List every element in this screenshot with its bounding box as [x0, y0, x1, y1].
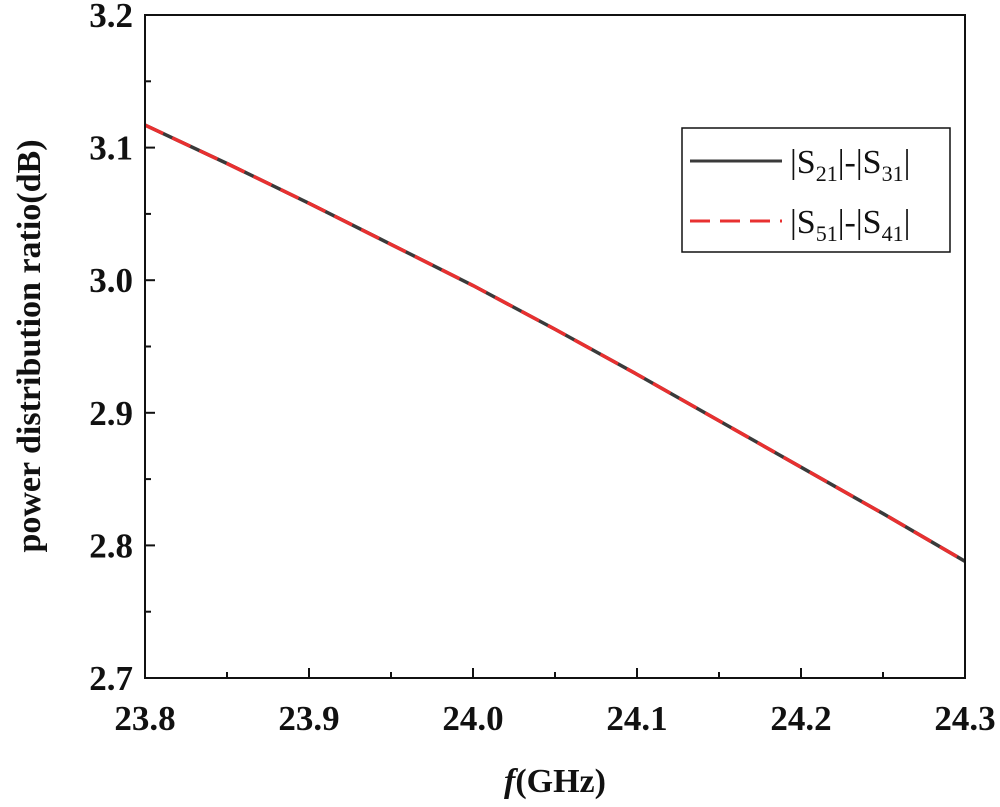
x-axis-ticks: 23.8 23.9 24.0 24.1 24.2 24.3: [114, 668, 996, 738]
y-tick-label: 2.8: [89, 526, 133, 565]
legend: |S21|-|S31| |S51|-|S41|: [681, 127, 951, 253]
x-axis-title-unit: (GHz): [515, 763, 606, 800]
x-tick-label: 24.1: [606, 699, 667, 738]
legend-label-series-1: |S21|-|S31|: [790, 144, 910, 186]
x-axis-title-variable: f: [504, 763, 519, 800]
legend-label-series-2: |S51|-|S41|: [790, 204, 910, 246]
x-tick-label: 24.0: [442, 699, 503, 738]
plot-frame: [144, 14, 966, 679]
legend-box: [681, 127, 951, 253]
x-axis-title: f(GHz): [504, 763, 606, 800]
y-tick-label: 3.1: [89, 129, 133, 168]
y-tick-label: 3.0: [89, 261, 133, 300]
y-tick-label: 2.9: [89, 394, 133, 433]
x-tick-label: 23.8: [114, 699, 175, 738]
y-tick-label: 2.7: [89, 659, 133, 698]
x-tick-label: 24.2: [770, 699, 831, 738]
x-tick-label: 23.9: [278, 699, 339, 738]
plot-lines: [144, 123, 966, 563]
y-axis-title: power distribution ratio(dB): [11, 139, 48, 552]
y-tick-label: 3.2: [89, 0, 133, 35]
series-line-2: [144, 123, 966, 563]
y-axis-ticks: 2.7 2.8 2.9 3.0 3.1 3.2: [89, 0, 155, 698]
x-tick-label: 24.3: [934, 699, 995, 738]
